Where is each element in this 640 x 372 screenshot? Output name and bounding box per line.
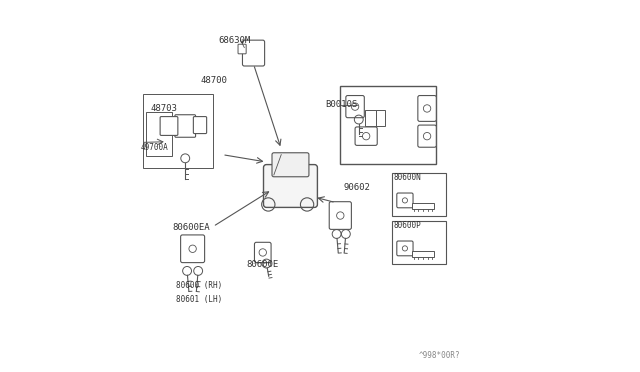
FancyBboxPatch shape (180, 235, 205, 263)
FancyBboxPatch shape (355, 127, 377, 145)
Text: B0010S: B0010S (326, 100, 358, 109)
FancyBboxPatch shape (418, 96, 436, 121)
FancyBboxPatch shape (329, 202, 351, 230)
Text: 80601 (LH): 80601 (LH) (176, 295, 222, 304)
Text: 48703: 48703 (150, 104, 177, 113)
Text: 80600N: 80600N (394, 173, 422, 182)
FancyBboxPatch shape (160, 116, 178, 135)
FancyBboxPatch shape (376, 110, 385, 126)
Text: 80600P: 80600P (394, 221, 422, 231)
FancyBboxPatch shape (175, 115, 196, 137)
FancyBboxPatch shape (243, 40, 264, 66)
Text: 80600EA: 80600EA (172, 223, 210, 232)
Text: 80600 (RH): 80600 (RH) (176, 280, 222, 289)
Circle shape (403, 246, 408, 251)
FancyBboxPatch shape (264, 164, 317, 208)
Text: 68630M: 68630M (218, 36, 251, 45)
FancyBboxPatch shape (412, 203, 434, 209)
FancyBboxPatch shape (238, 44, 246, 54)
FancyBboxPatch shape (193, 116, 207, 134)
Text: 48700: 48700 (200, 76, 227, 85)
Text: 90602: 90602 (344, 183, 371, 192)
FancyBboxPatch shape (397, 193, 413, 208)
Text: 80600E: 80600E (246, 260, 278, 269)
Circle shape (403, 198, 408, 203)
Text: ^998*00R?: ^998*00R? (419, 351, 460, 360)
Text: 49700A: 49700A (141, 143, 169, 152)
FancyBboxPatch shape (346, 96, 364, 118)
FancyBboxPatch shape (255, 242, 271, 263)
FancyBboxPatch shape (412, 251, 434, 257)
FancyBboxPatch shape (397, 241, 413, 256)
FancyBboxPatch shape (365, 110, 376, 126)
FancyBboxPatch shape (418, 125, 436, 147)
FancyBboxPatch shape (272, 153, 309, 177)
